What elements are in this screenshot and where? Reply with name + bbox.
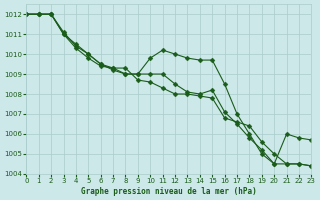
- X-axis label: Graphe pression niveau de la mer (hPa): Graphe pression niveau de la mer (hPa): [81, 187, 257, 196]
